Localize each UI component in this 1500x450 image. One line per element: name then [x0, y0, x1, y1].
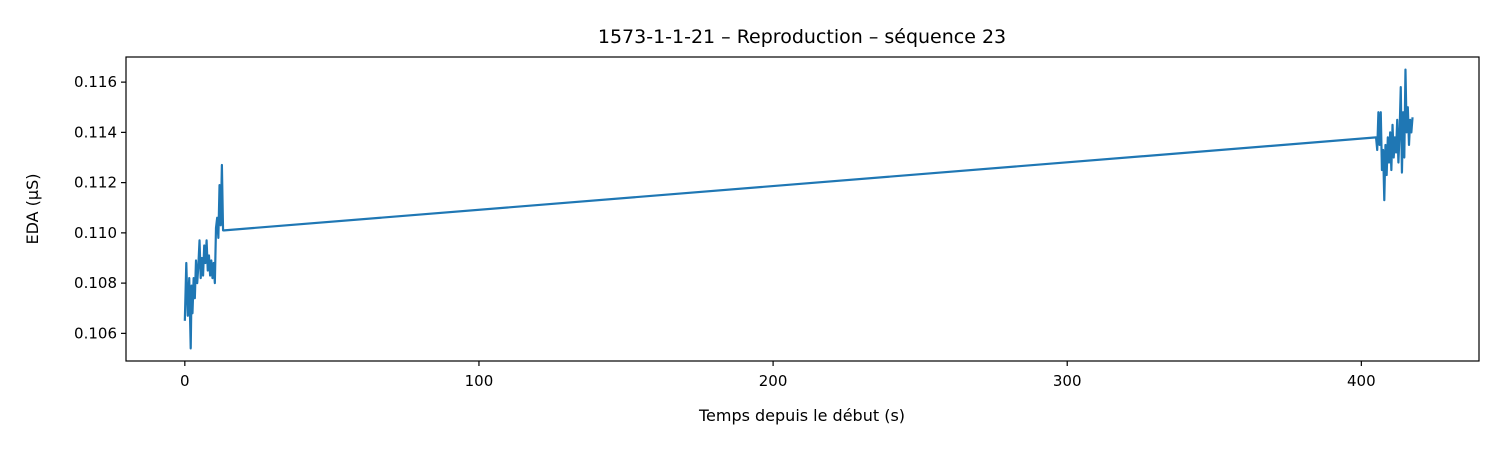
y-tick-label: 0.106 [74, 324, 117, 342]
y-tick-label: 0.116 [74, 73, 117, 91]
x-tick-label: 400 [1347, 372, 1376, 390]
y-axis-label: EDA (µS) [23, 174, 42, 245]
x-tick-label: 200 [759, 372, 788, 390]
chart-title: 1573-1-1-21 – Reproduction – séquence 23 [598, 26, 1006, 48]
y-axis-ticks: 0.106 0.108 0.110 0.112 0.114 0.116 [74, 73, 126, 342]
x-tick-label: 0 [180, 372, 190, 390]
y-tick-label: 0.108 [74, 274, 117, 292]
plot-area [125, 56, 1480, 362]
series-line-0 [183, 68, 1414, 350]
x-tick-label: 300 [1053, 372, 1082, 390]
x-axis-ticks: 0 100 200 300 400 [180, 361, 1376, 390]
y-tick-label: 0.112 [74, 174, 117, 192]
plot-frame [125, 56, 1480, 362]
x-axis-label: Temps depuis le début (s) [698, 406, 905, 425]
y-tick-label: 0.110 [74, 224, 117, 242]
x-tick-label: 100 [465, 372, 494, 390]
y-tick-label: 0.114 [74, 123, 117, 141]
